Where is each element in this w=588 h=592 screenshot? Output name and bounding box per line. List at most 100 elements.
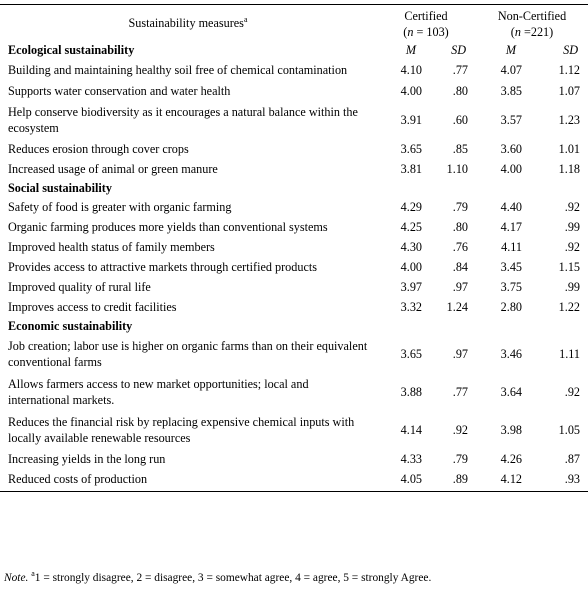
certified-mean-cell: 3.81	[400, 162, 422, 176]
certified-mean-cell: 4.14	[400, 423, 422, 437]
measure-cell: Reduced costs of production	[0, 469, 376, 492]
section-title: Ecological sustainability	[8, 43, 135, 57]
section-title: Economic sustainability	[8, 319, 133, 333]
noncertified-sd-cell: .93	[532, 469, 588, 492]
table-row: Reduced costs of production 4.05.89 4.12.9…	[0, 469, 588, 492]
table-row: Improves access to credit facilities 3.32…	[0, 297, 588, 317]
certified-sd-cell: .77	[452, 63, 468, 77]
certified-sd-cell: 1.24	[446, 300, 468, 314]
noncertified-sd-cell: .92	[564, 200, 580, 214]
measure-cell: Building and maintaining healthy soil fr…	[8, 63, 348, 77]
table-row: Help conserve biodiversity as it encoura…	[0, 101, 588, 139]
noncertified-sd-cell: .99	[564, 220, 580, 234]
certified-mean-cell: 3.91	[400, 113, 422, 127]
section-row: Economic sustainability	[0, 317, 588, 335]
column-header-m: M	[405, 43, 416, 57]
certified-sd-cell: .80	[452, 220, 468, 234]
certified-mean-cell: 4.05	[376, 469, 432, 492]
table-row: Reduces erosion through cover crops 3.65.…	[0, 139, 588, 159]
noncertified-sd-cell: .92	[564, 240, 580, 254]
certified-sd-cell: .79	[452, 452, 468, 466]
noncertified-mean-cell: 4.00	[500, 162, 522, 176]
noncertified-sd-cell: 1.18	[558, 162, 580, 176]
certified-mean-cell: 4.10	[400, 63, 422, 77]
certified-sd-cell: .80	[452, 84, 468, 98]
noncertified-sd-cell: 1.11	[559, 347, 580, 361]
certified-mean-cell: 4.33	[400, 452, 422, 466]
noncertified-mean-cell: 3.60	[500, 142, 522, 156]
noncertified-sd-cell: 1.12	[558, 63, 580, 77]
noncertified-mean-cell: 4.07	[500, 63, 522, 77]
measure-cell: Improves access to credit facilities	[8, 300, 177, 314]
table-row: Increasing yields in the long run 4.33 .79…	[0, 449, 588, 469]
measure-cell: Improved health status of family members	[8, 240, 215, 254]
certified-sd-cell: .76	[452, 240, 468, 254]
measure-cell: Organic farming produces more yields tha…	[8, 220, 328, 234]
certified-mean-cell: 4.25	[400, 220, 422, 234]
table-row: Safety of food is greater with organic f…	[0, 197, 588, 217]
certified-sd-cell: .97	[452, 347, 468, 361]
noncertified-mean-cell: 2.80	[500, 300, 522, 314]
noncertified-mean-cell: 3.57	[500, 113, 522, 127]
certified-mean-cell: 3.97	[400, 280, 422, 294]
noncertified-mean-cell: 3.75	[500, 280, 522, 294]
certified-sd-cell: .60	[452, 113, 468, 127]
noncertified-mean-cell: 4.26	[500, 452, 522, 466]
measure-cell: Job creation; labor use is higher on org…	[8, 339, 368, 369]
noncertified-sd-cell: 1.05	[558, 423, 580, 437]
certified-mean-cell: 3.88	[400, 385, 422, 399]
section-row: Ecological sustainability M SD M SD	[0, 41, 588, 59]
measures-header: Sustainability measuresa	[0, 4, 376, 41]
certified-sd-cell: .92	[452, 423, 468, 437]
column-header-sd: SD	[563, 43, 578, 57]
noncertified-sd-cell: 1.23	[558, 113, 580, 127]
table-row: Job creation; labor use is higher on org…	[0, 335, 588, 373]
measure-cell: Increased usage of animal or green manur…	[8, 162, 218, 176]
certified-mean-cell: 3.65	[400, 347, 422, 361]
measure-cell: Provides access to attractive markets th…	[8, 260, 317, 274]
table-note: Note. a1 = strongly disagree, 2 = disagr…	[4, 569, 432, 584]
table-row: Reduces the financial risk by replacing …	[0, 411, 588, 449]
section-row: Social sustainability	[0, 179, 588, 197]
certified-sd-cell: .77	[452, 385, 468, 399]
noncertified-mean-cell: 4.17	[500, 220, 522, 234]
table-row: Organic farming produces more yields tha…	[0, 217, 588, 237]
sustainability-table: Sustainability measuresa Certified (n = …	[0, 4, 588, 492]
column-header-m: M	[505, 43, 516, 57]
certified-sd-cell: .97	[452, 280, 468, 294]
certified-mean-cell: 4.00	[400, 260, 422, 274]
noncertified-mean-cell: 4.40	[500, 200, 522, 214]
group-header-non-certified: Non-Certified (n =221)	[476, 4, 588, 40]
table-row: Allows farmers access to new market oppo…	[0, 373, 588, 411]
measure-cell: Supports water conservation and water he…	[8, 84, 231, 98]
table-row: Improved quality of rural life 3.97 .97 3.7…	[0, 277, 588, 297]
table-row: Improved health status of family members…	[0, 237, 588, 257]
measure-cell: Help conserve biodiversity as it encoura…	[8, 105, 358, 135]
certified-sd-cell: 1.10	[446, 162, 468, 176]
certified-sd-cell: .85	[452, 142, 468, 156]
certified-mean-cell: 3.65	[400, 142, 422, 156]
measure-cell: Improved quality of rural life	[8, 280, 151, 294]
table-row: Provides access to attractive markets th…	[0, 257, 588, 277]
certified-mean-cell: 4.00	[400, 84, 422, 98]
noncertified-sd-cell: 1.01	[558, 142, 580, 156]
measure-cell: Reduces the financial risk by replacing …	[8, 415, 355, 445]
column-header-sd: SD	[451, 43, 466, 57]
certified-sd-cell: .84	[452, 260, 468, 274]
certified-sd-cell: .79	[452, 200, 468, 214]
group-header-certified: Certified (n = 103)	[376, 4, 476, 40]
section-title: Social sustainability	[8, 181, 112, 195]
noncertified-mean-cell: 3.45	[500, 260, 522, 274]
certified-mean-cell: 4.29	[400, 200, 422, 214]
noncertified-mean-cell: 4.12	[476, 469, 532, 492]
measure-cell: Safety of food is greater with organic f…	[8, 200, 232, 214]
measure-cell: Allows farmers access to new market oppo…	[8, 377, 309, 407]
certified-mean-cell: 3.32	[400, 300, 422, 314]
noncertified-sd-cell: .99	[564, 280, 580, 294]
measure-cell: Increasing yields in the long run	[8, 452, 166, 466]
noncertified-mean-cell: 4.11	[501, 240, 522, 254]
certified-mean-cell: 4.30	[400, 240, 422, 254]
table-row: Supports water conservation and water he…	[0, 81, 588, 101]
noncertified-sd-cell: 1.15	[558, 260, 580, 274]
